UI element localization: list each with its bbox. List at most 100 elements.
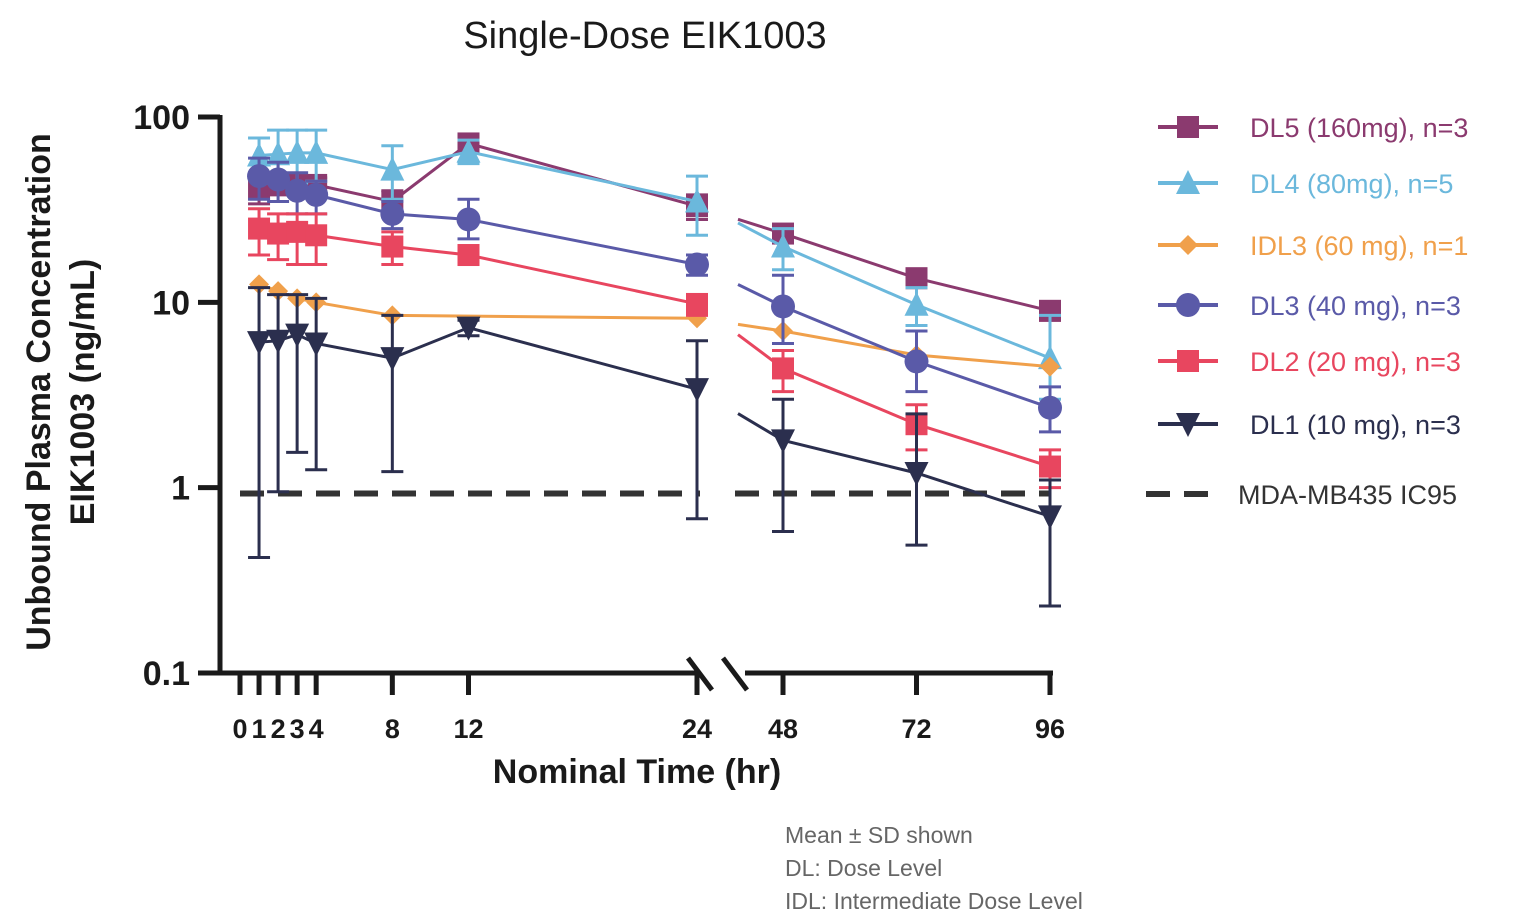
x-axis-label: Nominal Time (hr) <box>493 753 781 791</box>
y-tick-label: 100 <box>133 99 190 137</box>
data-point <box>285 323 310 348</box>
legend-item: DL5 (160mg), n=3 <box>1158 113 1468 143</box>
data-point <box>305 224 328 247</box>
x-tick-label: 3 <box>290 714 305 744</box>
data-point <box>905 267 928 290</box>
y-tick-label: 1 <box>171 470 190 508</box>
series-line <box>737 322 1051 369</box>
chart-title: Single-Dose EIK1003 <box>463 15 826 57</box>
data-point <box>304 332 329 357</box>
data-point <box>685 252 709 277</box>
y-tick-label: 10 <box>152 284 190 322</box>
data-point <box>456 138 481 163</box>
legend-item: DL2 (20 mg), n=3 <box>1158 347 1461 377</box>
x-tick-label: 1 <box>252 714 267 744</box>
data-point <box>247 164 272 189</box>
data-point <box>266 329 291 354</box>
data-point <box>381 235 404 258</box>
data-point <box>266 167 291 192</box>
x-tick-label: 12 <box>453 714 483 744</box>
legend-label: DL5 (160mg), n=3 <box>1250 113 1468 143</box>
data-point <box>247 142 272 167</box>
footnote-mean-sd: Mean ± SD shown <box>785 822 973 848</box>
series-line <box>737 412 1051 518</box>
data-point <box>771 429 795 454</box>
data-point <box>1038 395 1062 420</box>
axis-break-mark <box>721 656 749 692</box>
data-point <box>685 378 709 403</box>
data-point <box>456 316 481 341</box>
data-point <box>285 139 310 164</box>
legend-item-reference: MDA-MB435 IC95 <box>1146 480 1457 510</box>
data-point <box>457 244 480 267</box>
series-line <box>737 217 1051 313</box>
legend-item: DL4 (80mg), n=5 <box>1158 169 1453 199</box>
data-point <box>1038 505 1062 530</box>
footnote-idl: IDL: Intermediate Dose Level <box>785 888 1083 914</box>
data-point <box>904 461 929 486</box>
legend-label: IDL3 (60 mg), n=1 <box>1250 231 1468 261</box>
data-point <box>266 141 291 166</box>
data-point <box>285 178 310 203</box>
legend-label: DL3 (40 mg), n=3 <box>1250 291 1461 321</box>
data-point <box>772 357 794 380</box>
x-tick-label: 72 <box>901 714 931 744</box>
legend-marker <box>1176 413 1200 437</box>
y-tick-label: 0.1 <box>143 655 190 693</box>
data-point <box>304 139 329 164</box>
data-point <box>248 217 271 240</box>
axis-break-mark <box>686 656 714 692</box>
legend-label: DL1 (10 mg), n=3 <box>1250 410 1461 440</box>
footnotes: Mean ± SD shown DL: Dose Level IDL: Inte… <box>785 822 1083 914</box>
series-line <box>737 221 1051 360</box>
data-point <box>304 182 329 207</box>
data-point <box>686 292 708 315</box>
series-group <box>247 128 1062 608</box>
x-tick-label: 2 <box>271 714 286 744</box>
y-axis-label-line2: EIK1003 (ng/mL) <box>64 259 102 525</box>
legend-item: IDL3 (60 mg), n=1 <box>1158 231 1468 261</box>
y-axis-label-line1: Unbound Plasma Concentration <box>20 133 58 651</box>
legend-marker <box>1176 170 1200 194</box>
data-point <box>456 207 481 232</box>
legend-marker <box>1178 235 1198 255</box>
legend-marker <box>1176 293 1200 317</box>
legend-marker <box>1177 116 1199 138</box>
data-point <box>380 156 405 181</box>
legend: DL5 (160mg), n=3 DL4 (80mg), n=5 IDL3 (60 … <box>1146 113 1468 510</box>
x-tick-label: 0 <box>232 714 247 744</box>
x-tick-label: 8 <box>385 714 400 744</box>
data-point <box>380 201 405 226</box>
y-axis-label: Unbound Plasma Concentration EIK1003 (ng… <box>20 133 102 651</box>
data-point <box>904 291 929 316</box>
series-5 <box>248 207 1061 490</box>
legend-label: MDA-MB435 IC95 <box>1238 480 1457 510</box>
series-2 <box>247 128 1062 401</box>
data-point <box>771 294 795 319</box>
legend-item: DL3 (40 mg), n=3 <box>1158 291 1461 321</box>
data-point <box>1039 455 1061 478</box>
x-tick-label: 4 <box>309 714 324 744</box>
legend-label: DL2 (20 mg), n=3 <box>1250 347 1461 377</box>
data-point <box>249 274 270 295</box>
series-6 <box>247 286 1062 608</box>
legend-marker <box>1177 350 1199 372</box>
data-point <box>267 222 290 245</box>
data-point <box>771 233 795 258</box>
legend-item: DL1 (10 mg), n=3 <box>1158 410 1461 440</box>
data-point <box>1040 356 1060 377</box>
data-point <box>904 349 929 374</box>
data-point <box>685 188 709 213</box>
series-line <box>737 283 1051 410</box>
data-point <box>286 220 309 243</box>
x-tick-label: 48 <box>768 714 798 744</box>
series-line <box>737 333 1051 468</box>
x-tick-label: 24 <box>682 714 712 744</box>
data-point <box>247 331 272 356</box>
legend-label: DL4 (80mg), n=5 <box>1250 169 1453 199</box>
data-point <box>380 347 405 372</box>
footnote-dl: DL: Dose Level <box>785 855 942 881</box>
x-tick-label: 96 <box>1035 714 1065 744</box>
